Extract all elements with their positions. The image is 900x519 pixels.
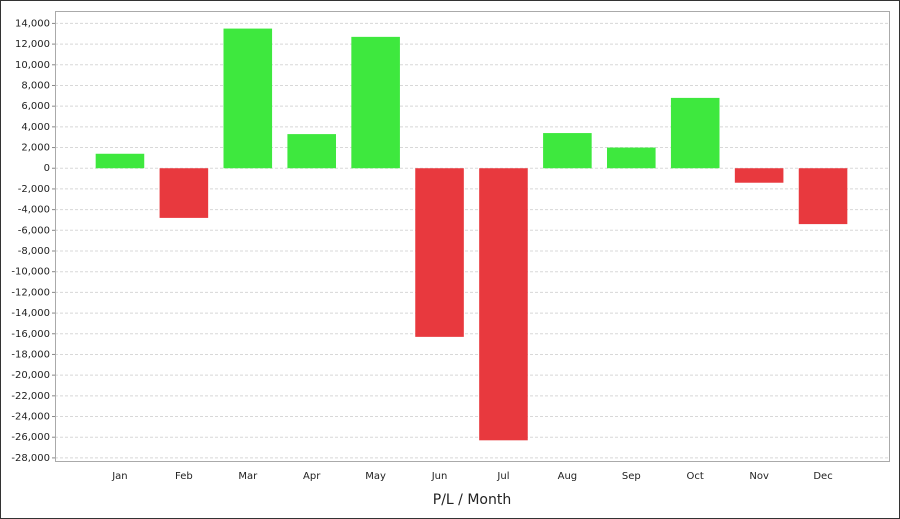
y-tick-label: -28,000 bbox=[11, 453, 50, 464]
y-tick-label: -6,000 bbox=[18, 225, 50, 236]
y-tick-label: 14,000 bbox=[15, 18, 50, 29]
y-tick-label: -12,000 bbox=[11, 287, 50, 298]
bar bbox=[287, 134, 336, 169]
y-tick-label: -16,000 bbox=[11, 329, 50, 340]
y-tick-label: -4,000 bbox=[18, 205, 50, 216]
x-tick-label: Apr bbox=[303, 471, 321, 482]
bar bbox=[159, 168, 209, 218]
y-tick-label: -10,000 bbox=[11, 267, 50, 278]
x-tick-label: May bbox=[365, 471, 386, 482]
x-tick-label: Jan bbox=[111, 471, 127, 482]
y-tick-label: 6,000 bbox=[21, 101, 50, 112]
x-tick-label: Jun bbox=[431, 471, 448, 482]
y-tick-label: -18,000 bbox=[11, 349, 50, 360]
y-tick-label: -20,000 bbox=[11, 370, 50, 381]
bar bbox=[543, 133, 592, 169]
bar bbox=[95, 153, 145, 169]
y-tick-label: -14,000 bbox=[11, 308, 50, 319]
x-axis-label: P/L / Month bbox=[433, 492, 511, 508]
bar bbox=[670, 97, 720, 169]
x-tick-label: Oct bbox=[687, 471, 704, 482]
x-tick-label: Nov bbox=[749, 471, 769, 482]
x-tick-label: Sep bbox=[622, 471, 641, 482]
bar bbox=[607, 147, 656, 169]
y-tick-label: 0 bbox=[44, 163, 50, 174]
y-tick-label: 12,000 bbox=[15, 39, 50, 50]
x-tick-label: Feb bbox=[175, 471, 193, 482]
y-tick-label: -26,000 bbox=[11, 432, 50, 443]
y-tick-label: 4,000 bbox=[21, 122, 50, 133]
y-tick-label: 8,000 bbox=[21, 80, 50, 91]
bar bbox=[415, 168, 464, 337]
y-tick-label: 10,000 bbox=[15, 60, 50, 71]
y-tick-label: -2,000 bbox=[18, 184, 50, 195]
bar bbox=[351, 36, 400, 169]
plot-border bbox=[55, 11, 890, 462]
y-tick-label: -24,000 bbox=[11, 412, 50, 423]
x-tick-label: Jul bbox=[496, 471, 509, 482]
bar bbox=[798, 168, 848, 225]
bar bbox=[734, 168, 784, 183]
y-tick-label: -8,000 bbox=[18, 246, 50, 257]
x-tick-label: Aug bbox=[558, 471, 578, 482]
bar bbox=[479, 168, 528, 441]
bar bbox=[223, 28, 273, 169]
x-tick-label: Mar bbox=[238, 471, 258, 482]
y-tick-label: -22,000 bbox=[11, 391, 50, 402]
x-tick-label: Dec bbox=[813, 471, 832, 482]
y-tick-label: 2,000 bbox=[21, 143, 50, 154]
